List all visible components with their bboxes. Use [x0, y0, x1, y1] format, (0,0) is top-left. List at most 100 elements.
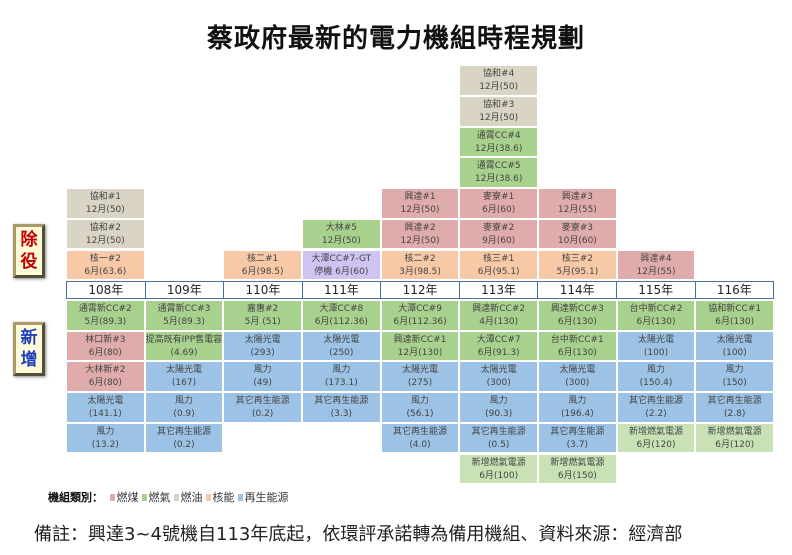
legend-item-label: 核能	[212, 491, 235, 504]
retire-cell: 核三#2 5月(95.1)	[538, 249, 617, 281]
unit-detail: 4月(130)	[479, 317, 519, 327]
unit-name: 大潭CC#8	[319, 304, 364, 314]
unit-detail: 6月(63.6)	[84, 266, 127, 277]
year-row: 108年 109年 110年 111年 112年 113年 114年 115年 116年	[66, 281, 774, 299]
unit-detail: 12月(38.6)	[474, 174, 523, 185]
unit-name: 風力	[489, 396, 508, 407]
year-label: 111年	[303, 282, 382, 298]
retire-cell: 協和#1 12月(50)	[66, 188, 145, 219]
add-label-char: 增	[20, 350, 38, 370]
unit-detail: 6月(91.3)	[477, 347, 520, 358]
add-cell: 其它再生能源 (4.0)	[380, 422, 460, 454]
retire-cell: 麥寮#1 6月(60)	[459, 188, 538, 219]
unit-detail: 5月 (51)	[244, 317, 281, 327]
add-cell: 風力 (0.9)	[144, 392, 224, 423]
add-cell: 提高既有IPP售電容量 (4.69)	[144, 330, 224, 362]
unit-name: 興達新CC#2	[472, 304, 526, 314]
unit-detail: 6月(120)	[715, 439, 755, 450]
unit-detail: (100)	[722, 347, 747, 358]
add-cell: 大潭CC#7 6月(91.3)	[459, 330, 538, 362]
unit-detail: 6月(100)	[479, 470, 519, 481]
unit-name: 協和#2	[89, 222, 121, 233]
unit-detail: 6月(95.1)	[477, 266, 520, 277]
retire-label-char: 役	[20, 252, 38, 272]
year-label: 114年	[538, 282, 617, 298]
unit-detail: 12月(50)	[85, 205, 125, 216]
retire-cell: 興達#3 12月(55)	[538, 188, 617, 219]
unit-name: 興達新CC#3	[550, 304, 604, 314]
unit-name: 提高既有IPP售電容量	[145, 334, 224, 345]
add-cell: 新增燃氣電源 6月(100)	[459, 453, 538, 485]
unit-name: 風力	[725, 365, 744, 376]
retire-cell: 協和#2 12月(50)	[66, 218, 145, 250]
unit-detail: 6月(60)	[482, 205, 516, 216]
add-cell: 風力 (90.3)	[459, 392, 538, 423]
add-cell: 大潭CC#9 6月(112.36)	[380, 300, 460, 331]
add-cell: 興達新CC#3 6月(130)	[538, 300, 617, 331]
unit-detail: (250)	[329, 347, 354, 358]
unit-detail: 6月(112.36)	[314, 317, 368, 327]
unit-name: 興達新CC#1	[393, 334, 447, 345]
unit-detail: 12月(50)	[479, 113, 519, 123]
add-cell: 太陽光電 (100)	[695, 330, 775, 362]
add-cell: 大潭CC#8 6月(112.36)	[302, 300, 381, 331]
unit-name: 太陽光電	[244, 334, 281, 345]
add-cell: 大林新#2 6月(80)	[66, 361, 145, 393]
unit-name: 新增燃氣電源	[707, 426, 762, 437]
unit-detail: 5月(89.3)	[163, 317, 205, 327]
unit-name: 風力	[647, 365, 666, 376]
unit-name: 台中新CC#1	[550, 334, 604, 345]
add-cell: 風力 (49)	[223, 361, 302, 393]
unit-detail: 12月(50)	[85, 235, 125, 246]
legend-swatch-icon	[237, 494, 243, 501]
unit-name: 風力	[96, 426, 115, 437]
unit-name: 太陽光電	[165, 365, 202, 376]
unit-detail: 6月(130)	[715, 317, 755, 327]
add-cell: 風力 (173.1)	[302, 361, 381, 393]
unit-name: 風力	[568, 396, 587, 407]
year-label: 108年	[67, 282, 146, 298]
add-cell: 其它再生能源 (3.3)	[302, 392, 381, 423]
unit-name: 其它再生能源	[156, 426, 211, 437]
add-cell: 太陽光電 (250)	[302, 330, 381, 362]
unit-detail: (3.3)	[330, 409, 352, 420]
unit-detail: (167)	[171, 378, 197, 389]
unit-name: 其它再生能源	[550, 426, 605, 437]
unit-name: 林口新#3	[85, 334, 126, 345]
add-cell: 其它再生能源 (0.2)	[144, 422, 224, 454]
unit-name: 其它再生能源	[471, 426, 526, 437]
unit-name: 協和#4	[483, 69, 515, 80]
legend-swatch-icon	[141, 494, 147, 501]
unit-detail: 5月(89.3)	[84, 317, 127, 327]
unit-detail: (150.4)	[639, 378, 673, 389]
unit-name: 太陽光電	[87, 396, 124, 407]
unit-detail: (2.2)	[645, 409, 667, 420]
unit-detail: (275)	[407, 378, 433, 389]
legend-title: 機組類別：	[48, 491, 103, 504]
add-cell: 太陽光電 (300)	[459, 361, 538, 393]
unit-detail: (300)	[486, 378, 511, 389]
year-label: 116年	[716, 283, 752, 297]
unit-name: 太陽光電	[401, 365, 438, 376]
unit-detail: (56.1)	[406, 409, 434, 420]
unit-detail: (150)	[722, 378, 747, 389]
unit-detail: 6月(80)	[88, 347, 122, 358]
unit-detail: (90.3)	[485, 409, 513, 420]
add-cell: 風力 (56.1)	[380, 392, 460, 423]
unit-detail: 5月(95.1)	[556, 266, 599, 277]
unit-name: 台中新CC#2	[629, 304, 683, 314]
unit-detail: 6月(130)	[636, 317, 676, 327]
add-cell: 太陽光電 (275)	[380, 361, 460, 393]
unit-detail: (2.8)	[724, 409, 746, 420]
page-title: 蔡政府最新的電力機組時程規劃	[206, 24, 585, 54]
retire-cell: 協和#4 12月(50)	[459, 65, 538, 96]
add-cell: 協和新CC#1 6月(130)	[695, 300, 775, 331]
add-cell: 太陽光電 (293)	[223, 330, 302, 362]
unit-name: 太陽光電	[480, 365, 517, 376]
add-cell: 通霄新CC#2 5月(89.3)	[66, 300, 145, 331]
unit-detail: 3月(98.5)	[399, 266, 441, 277]
legend: 機組類別： 燃煤 燃氣 燃油 核能 再生能源	[48, 489, 289, 505]
unit-detail: (141.1)	[88, 409, 122, 420]
footnote: 備註：興達3~4號機自113年底起，依環評承諾轉為備用機組、資料來源：經濟部	[34, 524, 683, 545]
retire-label: 除 役	[13, 224, 45, 278]
